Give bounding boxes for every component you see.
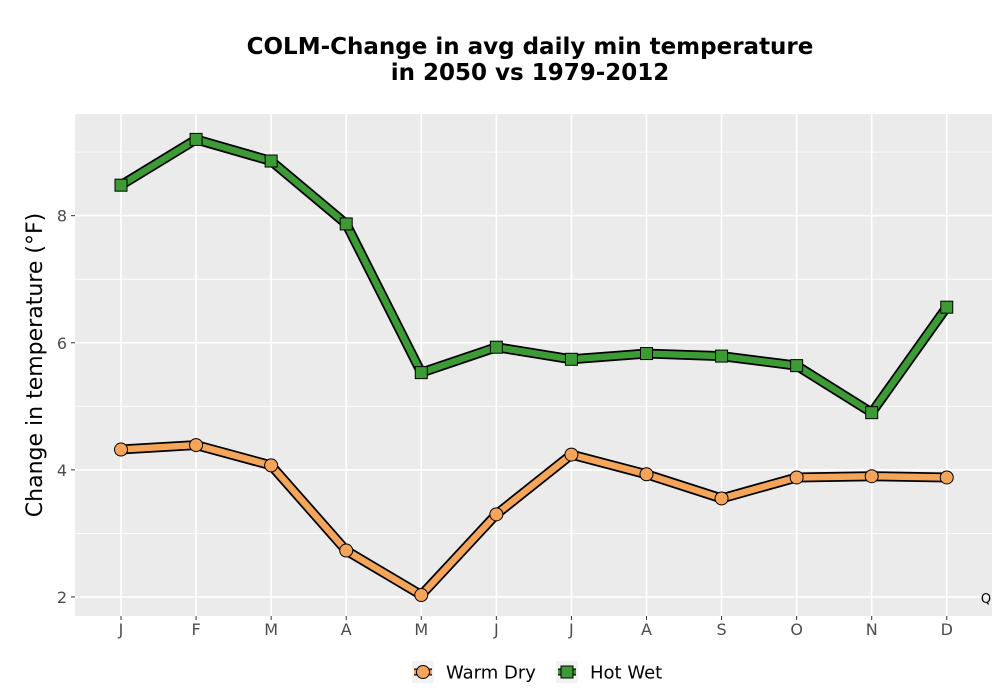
point-warm-dry [789,470,804,485]
point-warm-dry [264,458,279,473]
x-tick-label: A [641,620,652,639]
legend-label-warm-dry: Warm Dry [446,663,536,684]
legend-label-hot-wet: Hot Wet [590,663,662,684]
corner-note: Q [981,592,991,607]
y-tick-label: 2 [57,588,67,607]
y-tick-label: 4 [57,461,67,480]
point-hot-wet [940,300,954,314]
x-tick-label: N [866,620,878,639]
legend-item-warm-dry: Warm Dry [412,661,536,684]
x-tick-label: J [568,620,574,639]
point-warm-dry [114,442,128,457]
series-warm-dry [114,438,954,603]
point-hot-wet [639,347,653,361]
plot-panel [75,114,992,616]
x-tick-label: D [941,620,953,639]
point-hot-wet [715,349,729,363]
x-tick-label: F [191,620,200,639]
point-warm-dry [939,470,954,485]
y-axis-title: Change in temperature (°F) [23,213,48,517]
legend: Warm Dry Hot Wet [412,661,662,684]
point-hot-wet [264,154,278,168]
x-tick-label: A [341,620,352,639]
point-hot-wet [114,178,128,192]
y-tick-label: 6 [57,334,67,353]
x-tick-label: M [264,620,278,639]
legend-key-marker [416,665,430,679]
point-hot-wet [339,217,353,231]
point-hot-wet [790,359,804,373]
point-hot-wet [564,352,578,366]
point-warm-dry [564,447,579,462]
series-layer [114,132,954,603]
x-tick-label: J [493,620,499,639]
series-line-warm-dry [117,441,951,599]
x-tick-label: J [118,620,124,639]
point-hot-wet [414,366,428,380]
point-hot-wet [489,340,503,354]
point-warm-dry [864,469,879,484]
point-warm-dry [714,491,729,506]
point-hot-wet [189,132,203,146]
point-warm-dry [339,543,354,558]
point-warm-dry [639,467,654,482]
legend-item-hot-wet: Hot Wet [556,661,662,684]
axis-layer: 2 4 6 8 J F M A M J J A S O N D [57,207,953,639]
legend-key-marker [560,665,574,679]
x-tick-label: M [414,620,428,639]
point-hot-wet [865,406,879,420]
point-warm-dry [489,507,504,522]
y-tick-label: 8 [57,207,67,226]
series-hot-wet [114,132,954,420]
series-line-hot-wet [117,136,951,416]
x-tick-label: O [790,620,803,639]
point-warm-dry [414,588,429,603]
point-warm-dry [189,438,204,453]
chart-title-line-1: COLM-Change in avg daily min temperature [247,34,814,60]
x-tick-label: S [716,620,726,639]
chart-title-line-2: in 2050 vs 1979-2012 [391,60,670,86]
